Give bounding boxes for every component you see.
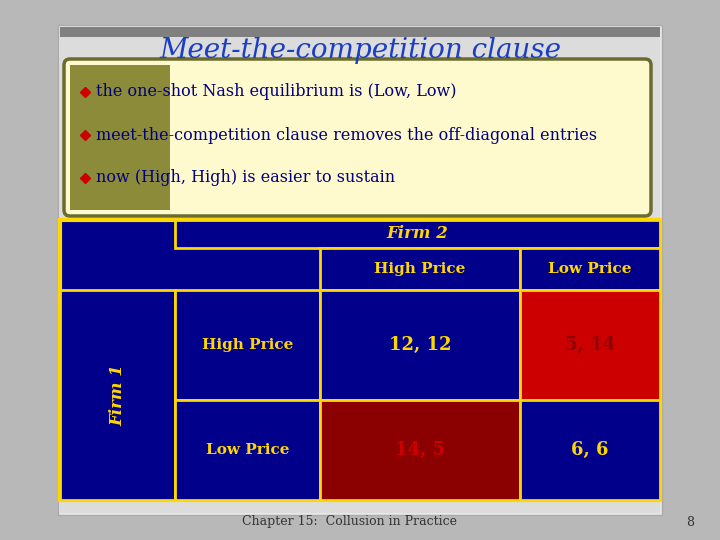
FancyBboxPatch shape (60, 27, 660, 37)
Text: Firm 2: Firm 2 (387, 226, 449, 242)
Text: meet-the-competition clause removes the off-diagonal entries: meet-the-competition clause removes the … (96, 126, 597, 144)
Text: 8: 8 (686, 516, 694, 529)
Text: High Price: High Price (374, 262, 466, 276)
FancyBboxPatch shape (58, 25, 662, 515)
FancyBboxPatch shape (175, 290, 320, 400)
FancyBboxPatch shape (70, 65, 170, 210)
FancyBboxPatch shape (320, 248, 520, 290)
FancyBboxPatch shape (64, 59, 651, 216)
FancyBboxPatch shape (175, 220, 660, 248)
FancyBboxPatch shape (60, 290, 175, 500)
FancyBboxPatch shape (60, 27, 660, 513)
Text: Low Price: Low Price (548, 262, 631, 276)
Text: now (High, High) is easier to sustain: now (High, High) is easier to sustain (96, 170, 395, 186)
Text: Chapter 15:  Collusion in Practice: Chapter 15: Collusion in Practice (243, 516, 457, 529)
FancyBboxPatch shape (320, 290, 520, 400)
Text: the one-shot Nash equilibrium is (Low, Low): the one-shot Nash equilibrium is (Low, L… (96, 84, 456, 100)
FancyBboxPatch shape (520, 400, 660, 500)
FancyBboxPatch shape (520, 248, 660, 290)
Text: Meet-the-competition clause: Meet-the-competition clause (159, 37, 561, 64)
Text: High Price: High Price (202, 338, 293, 352)
Text: 14, 5: 14, 5 (395, 441, 445, 459)
Text: 6, 6: 6, 6 (571, 441, 608, 459)
FancyBboxPatch shape (60, 220, 660, 500)
Text: Firm 1: Firm 1 (109, 364, 126, 426)
Text: Low Price: Low Price (206, 443, 289, 457)
FancyBboxPatch shape (175, 400, 320, 500)
FancyBboxPatch shape (320, 400, 520, 500)
FancyBboxPatch shape (520, 290, 660, 400)
Text: 12, 12: 12, 12 (389, 336, 451, 354)
Text: 5, 14: 5, 14 (565, 336, 615, 354)
